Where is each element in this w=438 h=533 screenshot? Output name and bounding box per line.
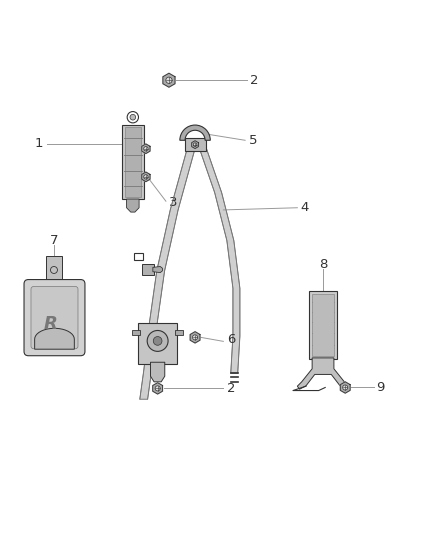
FancyBboxPatch shape bbox=[24, 279, 85, 356]
Text: 4: 4 bbox=[301, 201, 309, 214]
Circle shape bbox=[193, 143, 197, 147]
FancyBboxPatch shape bbox=[142, 264, 154, 275]
Polygon shape bbox=[140, 144, 196, 399]
Wedge shape bbox=[180, 125, 210, 140]
Polygon shape bbox=[163, 73, 175, 87]
Circle shape bbox=[343, 385, 348, 390]
Text: 5: 5 bbox=[249, 134, 257, 147]
Polygon shape bbox=[151, 362, 165, 382]
Circle shape bbox=[155, 386, 160, 391]
Polygon shape bbox=[132, 330, 140, 335]
Text: R: R bbox=[43, 316, 57, 333]
Text: 1: 1 bbox=[34, 137, 43, 150]
FancyBboxPatch shape bbox=[309, 292, 337, 359]
FancyBboxPatch shape bbox=[46, 256, 62, 284]
Text: 2: 2 bbox=[227, 382, 235, 395]
Polygon shape bbox=[176, 330, 184, 335]
Polygon shape bbox=[192, 141, 198, 149]
Polygon shape bbox=[190, 332, 200, 343]
Text: 7: 7 bbox=[50, 234, 58, 247]
FancyBboxPatch shape bbox=[138, 322, 177, 364]
Circle shape bbox=[166, 77, 172, 83]
Circle shape bbox=[144, 175, 148, 179]
Text: 2: 2 bbox=[251, 74, 259, 87]
Circle shape bbox=[193, 335, 198, 340]
Polygon shape bbox=[297, 358, 349, 389]
Text: 8: 8 bbox=[319, 258, 327, 271]
Text: 9: 9 bbox=[377, 381, 385, 394]
Polygon shape bbox=[153, 383, 162, 394]
Circle shape bbox=[153, 336, 162, 345]
FancyBboxPatch shape bbox=[122, 125, 144, 199]
Polygon shape bbox=[198, 144, 240, 373]
FancyBboxPatch shape bbox=[124, 127, 141, 197]
Text: 3: 3 bbox=[169, 196, 177, 208]
FancyBboxPatch shape bbox=[31, 287, 78, 349]
Polygon shape bbox=[153, 266, 162, 272]
Polygon shape bbox=[127, 199, 139, 212]
Polygon shape bbox=[142, 172, 150, 182]
Polygon shape bbox=[142, 144, 150, 154]
FancyBboxPatch shape bbox=[185, 138, 205, 151]
Polygon shape bbox=[35, 328, 74, 349]
Circle shape bbox=[144, 147, 148, 151]
Polygon shape bbox=[340, 382, 350, 393]
FancyBboxPatch shape bbox=[312, 294, 334, 356]
Circle shape bbox=[130, 115, 136, 120]
Circle shape bbox=[147, 330, 168, 351]
Text: 6: 6 bbox=[227, 333, 235, 346]
